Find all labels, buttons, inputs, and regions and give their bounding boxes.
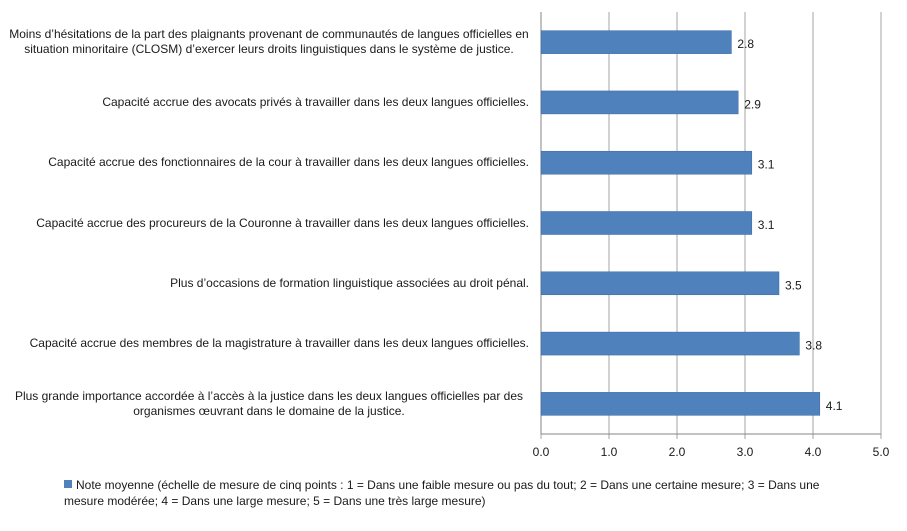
x-tick-label: 4.0 xyxy=(805,445,822,459)
category-label: Moins d’hésitations de la part des plaig… xyxy=(9,12,529,72)
value-label: 4.1 xyxy=(826,399,843,413)
category-label-text: Capacité accrue des fonctionnaires de la… xyxy=(48,155,529,170)
legend-swatch xyxy=(64,480,72,488)
value-label: 3.1 xyxy=(758,158,775,172)
bar xyxy=(540,331,800,356)
category-label: Capacité accrue des fonctionnaires de la… xyxy=(9,133,529,193)
value-label: 3.1 xyxy=(758,218,775,232)
value-label: 3.8 xyxy=(805,339,822,353)
x-tick-label: 2.0 xyxy=(669,445,686,459)
legend: Note moyenne (échelle de mesure de cinq … xyxy=(64,477,854,509)
category-label-text: Moins d’hésitations de la part des plaig… xyxy=(9,27,529,57)
category-label-text: Plus d’occasions de formation linguistiq… xyxy=(170,275,529,290)
category-label: Plus d’occasions de formation linguistiq… xyxy=(9,253,529,313)
category-label: Capacité accrue des membres de la magist… xyxy=(9,314,529,374)
value-label: 2.9 xyxy=(744,97,761,111)
category-label-text: Capacité accrue des membres de la magist… xyxy=(29,336,529,351)
x-tick-label: 5.0 xyxy=(873,445,890,459)
bar xyxy=(540,271,780,296)
x-tick-label: 3.0 xyxy=(737,445,754,459)
category-label-text: Capacité accrue des avocats privés à tra… xyxy=(102,94,529,109)
category-label: Capacité accrue des procureurs de la Cou… xyxy=(9,193,529,253)
bar xyxy=(540,90,739,115)
bar xyxy=(540,211,753,235)
bar xyxy=(540,30,732,54)
bar xyxy=(540,392,821,416)
category-label-text: Plus grande importance accordée à l’accè… xyxy=(14,388,524,418)
category-label-text: Capacité accrue des procureurs de la Cou… xyxy=(36,215,529,230)
value-label: 3.5 xyxy=(785,278,802,292)
category-label: Plus grande importance accordée à l’accè… xyxy=(9,374,529,434)
category-label: Capacité accrue des avocats privés à tra… xyxy=(9,72,529,132)
x-tick-label: 0.0 xyxy=(533,445,550,459)
value-label: 2.8 xyxy=(737,37,754,51)
legend-label: Note moyenne (échelle de mesure de cinq … xyxy=(64,478,820,508)
bar xyxy=(540,150,753,175)
x-tick-label: 1.0 xyxy=(601,445,618,459)
